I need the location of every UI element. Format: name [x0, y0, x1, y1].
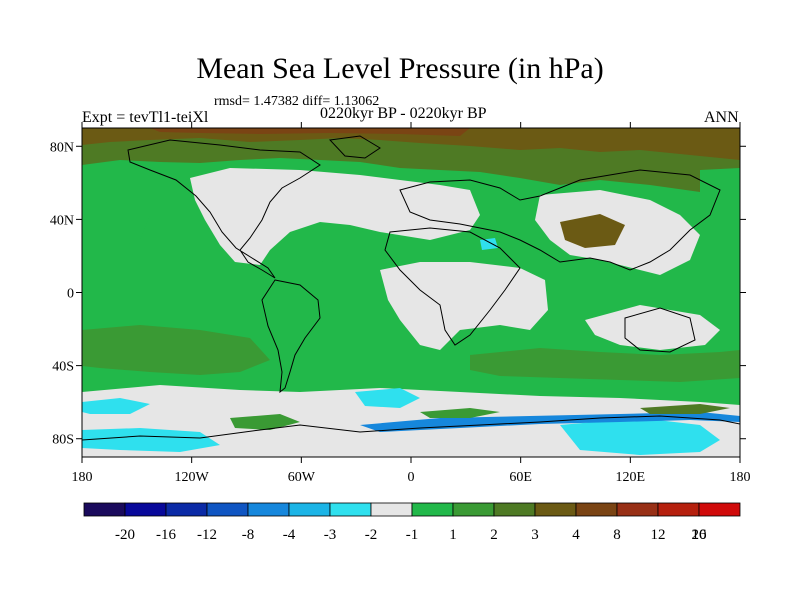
- field-asia-brown: [560, 214, 625, 248]
- field-green-streak-2: [420, 408, 500, 418]
- field-cyan-3: [480, 238, 498, 250]
- colorbar-swatch: [493, 502, 536, 517]
- lon-tick-label: 60E: [509, 470, 532, 485]
- colorbar-label: -20: [115, 527, 135, 543]
- colorbar-swatch: [206, 502, 249, 517]
- field-cyan-2: [355, 388, 420, 408]
- longitude-axis: 180 120W 60W 0 60E 120E 180: [72, 122, 751, 485]
- latitude-axis: 80N 40N 0 40S 80S: [50, 140, 746, 448]
- colorbar-swatch: [657, 502, 700, 517]
- field-atlantic-green: [290, 226, 360, 262]
- colorbar-swatch: [575, 502, 618, 517]
- field-west-pacific-green: [700, 168, 740, 260]
- lon-tick-label: 180: [72, 470, 93, 485]
- colorbar-swatch: [698, 502, 741, 517]
- coastline-eurasia: [399, 169, 721, 271]
- coastline-greenland: [328, 135, 381, 159]
- field-green-streak-1: [230, 414, 300, 430]
- colorbar-swatch: [534, 502, 577, 517]
- field-cyan-antarctic: [560, 418, 720, 455]
- coastline-south-america: [261, 279, 321, 394]
- map-field: [82, 128, 740, 457]
- colorbar-label: 12: [651, 527, 666, 543]
- colorbar-label: -12: [197, 527, 217, 543]
- colorbar-label: 16: [692, 527, 708, 543]
- field-neutral-north-atlantic: [190, 168, 480, 265]
- field-green-streak-3: [640, 404, 730, 414]
- season-label: ANN: [704, 109, 739, 126]
- stats-label: rmsd= 1.47382 diff= 1.13062: [214, 94, 380, 109]
- field-south-pacific-olive: [82, 325, 270, 375]
- lon-tick-label: 60W: [288, 470, 316, 485]
- field-neutral-africa: [380, 262, 548, 350]
- coastlines: [82, 135, 740, 441]
- colorbar-label: 2: [490, 527, 498, 543]
- colorbar-swatch: [165, 502, 208, 517]
- lat-tick-label: 0: [67, 287, 74, 302]
- lat-tick-label: 40S: [52, 360, 74, 375]
- colorbar-label: -16: [156, 527, 176, 543]
- coastline-antarctica: [82, 415, 740, 441]
- colorbar-label: 4: [572, 527, 580, 543]
- lat-tick-label: 40N: [50, 213, 74, 228]
- lon-tick-label: 120W: [175, 470, 210, 485]
- field-southern-ocean-olive: [470, 348, 740, 382]
- colorbar-label: 3: [531, 527, 539, 543]
- colorbar-swatch: [329, 502, 372, 517]
- colorbar-label: -1: [406, 527, 419, 543]
- field-arctic-dark: [150, 128, 470, 136]
- lat-tick-label: 80N: [50, 140, 74, 155]
- coastline-australia: [624, 307, 696, 353]
- lon-tick-label: 120E: [616, 470, 646, 485]
- colorbar-swatch: [288, 502, 331, 517]
- colorbar-label: -8: [242, 527, 255, 543]
- colorbar-swatch: [411, 502, 454, 517]
- lon-tick-label: 180: [730, 470, 751, 485]
- map-title: Mean Sea Level Pressure (in hPa): [196, 52, 604, 85]
- colorbar-label: -3: [324, 527, 337, 543]
- field-cyan-1: [82, 398, 150, 414]
- colorbar-label: 8: [613, 527, 621, 543]
- colorbar-swatch: [616, 502, 659, 517]
- lat-tick-label: 80S: [52, 433, 74, 448]
- lon-tick-label: 0: [408, 470, 415, 485]
- colorbar-label: 1: [449, 527, 457, 543]
- colorbar-swatch: [452, 502, 495, 517]
- field-cyan-antarctic-west: [82, 428, 220, 452]
- field-pacific-green: [82, 200, 150, 250]
- coastline-africa: [384, 227, 521, 346]
- period-label: 0220kyr BP - 0220kyr BP: [320, 105, 487, 122]
- colorbar-swatch: [124, 502, 167, 517]
- colorbar-label: 20: [692, 527, 707, 543]
- colorbar-label: -4: [283, 527, 296, 543]
- colorbar-swatch: [83, 502, 126, 517]
- colorbar-swatch: [247, 502, 290, 517]
- colorbar-swatch: [370, 502, 413, 517]
- colorbar-label: -2: [365, 527, 378, 543]
- experiment-label: Expt = tevTl1-teiXl: [82, 109, 209, 126]
- coastline-north-america: [127, 139, 321, 279]
- field-north-brown: [82, 128, 740, 160]
